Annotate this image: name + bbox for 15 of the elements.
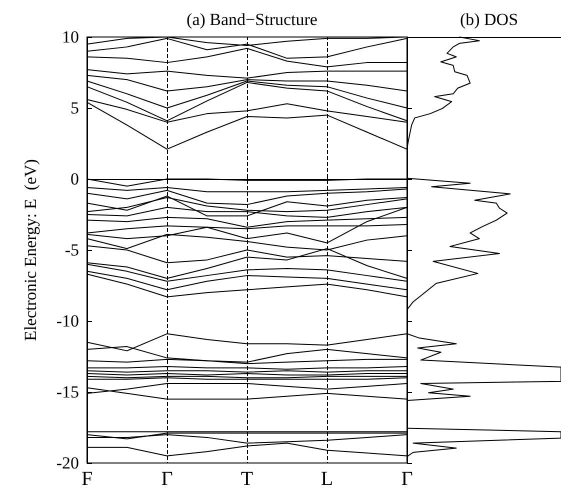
x-tick-label: L <box>320 468 334 490</box>
y-tick-label: 5 <box>70 98 79 118</box>
y-tick-label: 10 <box>62 28 79 46</box>
y-tick-label: -5 <box>64 240 79 260</box>
y-axis-title: Electronic Energy: E (eV) <box>21 159 40 341</box>
chart-title: (b) DOS <box>460 10 518 29</box>
x-tick-label: Γ <box>401 468 413 490</box>
y-tick-label: 0 <box>70 170 79 188</box>
y-tick-label: -15 <box>56 382 79 402</box>
x-tick-label: Γ <box>161 468 173 490</box>
y-tick-label: -20 <box>56 454 79 472</box>
chart-title: (a) Band−Structure <box>186 10 318 29</box>
x-tick-label: F <box>81 468 93 490</box>
y-tick-label: -10 <box>56 312 79 330</box>
x-tick-label: T <box>240 468 254 490</box>
